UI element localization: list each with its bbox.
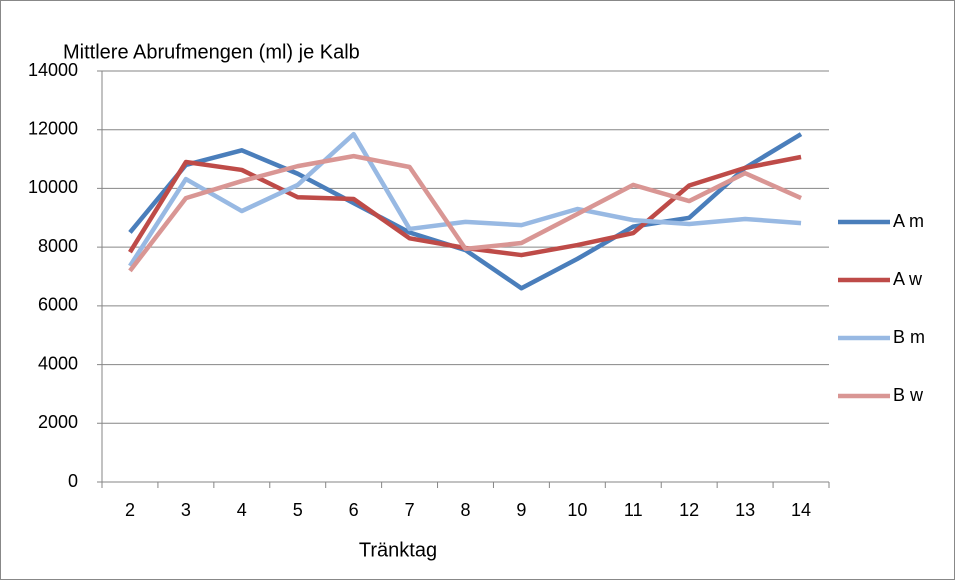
series-line bbox=[128, 131, 802, 268]
y-tick-label: 12000 bbox=[28, 118, 78, 138]
y-tick-label: 6000 bbox=[38, 295, 78, 315]
legend-label: A w bbox=[893, 269, 923, 289]
x-tick-label: 13 bbox=[735, 500, 755, 520]
legend-label: B w bbox=[893, 385, 924, 405]
y-tick-label: 14000 bbox=[28, 60, 78, 80]
x-tick-label: 5 bbox=[293, 500, 303, 520]
x-tick-label: 4 bbox=[237, 500, 247, 520]
x-tick-label: 6 bbox=[349, 500, 359, 520]
x-tick-label: 2 bbox=[125, 500, 135, 520]
y-tick-label: 0 bbox=[68, 471, 78, 491]
x-tick-label: 9 bbox=[516, 500, 526, 520]
legend-label: A m bbox=[893, 211, 924, 231]
x-tick-label: 8 bbox=[460, 500, 470, 520]
y-tick-label: 8000 bbox=[38, 236, 78, 256]
y-tick-label: 2000 bbox=[38, 412, 78, 432]
y-tick-label: 10000 bbox=[28, 177, 78, 197]
x-tick-label: 11 bbox=[624, 500, 643, 520]
x-tick-label: 3 bbox=[181, 500, 191, 520]
chart-title: Mittlere Abrufmengen (ml) je Kalb bbox=[63, 41, 360, 63]
x-tick-label: 14 bbox=[791, 500, 811, 520]
x-axis-label: Tränktag bbox=[359, 539, 437, 561]
y-tick-label: 4000 bbox=[38, 353, 78, 373]
x-tick-label: 7 bbox=[405, 500, 415, 520]
legend-label: B m bbox=[893, 327, 925, 347]
x-tick-label: 10 bbox=[567, 500, 587, 520]
series-line bbox=[128, 153, 802, 273]
x-tick-label: 12 bbox=[679, 500, 699, 520]
